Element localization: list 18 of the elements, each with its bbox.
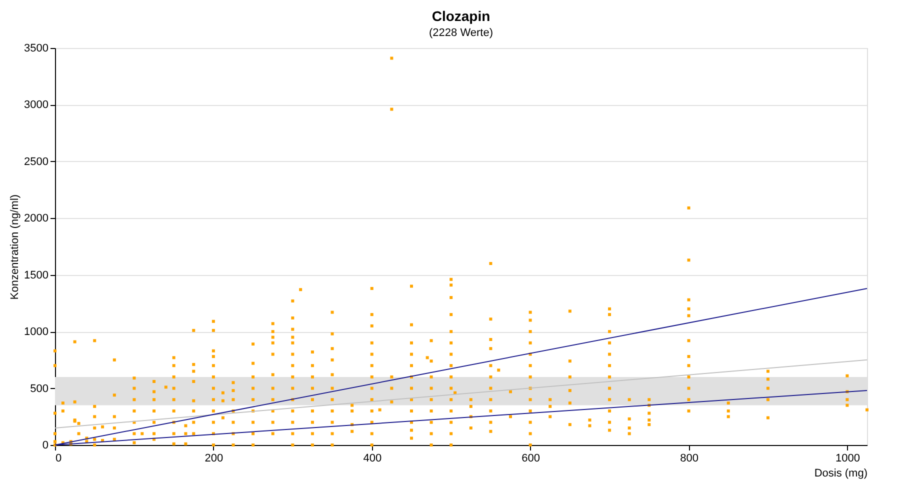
- chart-title: Clozapin: [432, 8, 490, 24]
- y-tick-label: 3000: [24, 99, 48, 112]
- x-tick-label: 400: [363, 452, 382, 464]
- y-axis-title: Konzentration (ng/ml): [9, 194, 22, 300]
- y-tick-label: 2000: [24, 212, 48, 225]
- x-tick-label: 200: [204, 452, 224, 464]
- x-axis-title: Dosis (mg): [814, 468, 868, 480]
- x-tick-label: 0: [56, 452, 62, 464]
- y-tick-label: 500: [30, 382, 48, 395]
- y-tick-label: 1000: [24, 326, 48, 338]
- y-tick-label: 1500: [24, 269, 48, 282]
- chart-subtitle: (2228 Werte): [429, 27, 493, 39]
- x-tick-label: 1000: [835, 452, 860, 464]
- x-tick-label: 600: [522, 452, 540, 464]
- y-tick-label: 0: [42, 440, 48, 452]
- x-tick-label: 800: [680, 452, 698, 464]
- y-tick-label: 3500: [24, 42, 48, 54]
- y-tick-label: 2500: [24, 156, 48, 168]
